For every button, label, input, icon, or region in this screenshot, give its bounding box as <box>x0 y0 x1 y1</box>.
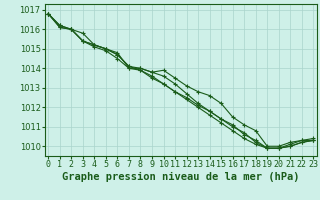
X-axis label: Graphe pression niveau de la mer (hPa): Graphe pression niveau de la mer (hPa) <box>62 172 300 182</box>
